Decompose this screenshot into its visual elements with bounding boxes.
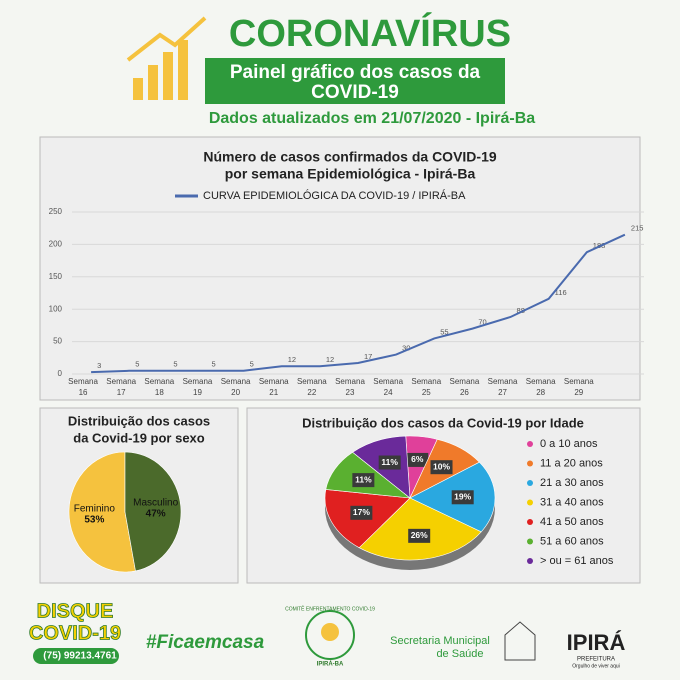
label-box [430, 460, 453, 475]
x-tick-label: Semana 16 [68, 377, 98, 397]
label-box [406, 452, 429, 467]
x-tick-label: Semana 26 [450, 377, 480, 397]
x-tick-label: Semana 25 [411, 377, 441, 397]
x-tick-label: Semana 28 [526, 377, 556, 397]
pie-slice [124, 451, 182, 572]
data-label: 55 [440, 327, 448, 336]
legend-label: 21 a 30 anos [540, 477, 604, 489]
data-label: 5 [135, 360, 139, 369]
legend-swatch [527, 480, 533, 486]
banner-text: COVID-19 [311, 82, 399, 103]
data-label: 12 [326, 355, 334, 364]
slice-label: 26% [411, 530, 428, 540]
x-tick-label: Semana 24 [373, 377, 403, 397]
x-tick-label: Semana 18 [144, 377, 174, 397]
legend-label: CURVA EPIDEMIOLÓGICA DA COVID-19 / IPIRÁ… [203, 189, 466, 202]
data-label: 5 [250, 360, 254, 369]
header-title: CORONAVÍRUS [229, 11, 511, 55]
legend-label: 11 a 20 anos [540, 457, 603, 469]
slice-label: 10% [433, 461, 450, 471]
comite-seal [305, 610, 355, 660]
footer-disque: DISQUE [37, 600, 114, 622]
comite-sun [321, 623, 339, 641]
x-tick-label: Semana 17 [106, 377, 136, 397]
footer-prefeitura: PREFEITURA [577, 657, 615, 663]
legend-swatch [527, 558, 533, 564]
footer-hashtag: #Ficaemcasa [146, 632, 265, 653]
legend-label: 41 a 50 anos [540, 516, 604, 528]
legend-swatch [527, 538, 533, 545]
x-tick-label: Semana 19 [183, 377, 213, 397]
x-tick-label: Semana 22 [297, 377, 327, 397]
data-label: 215 [631, 224, 644, 233]
data-label: 17 [364, 352, 372, 361]
x-tick-label: Semana 27 [488, 377, 518, 397]
data-label: 30 [402, 344, 410, 353]
series-line [91, 233, 626, 374]
header-subtitle: Dados atualizados em 21/07/2020 - Ipirá-… [209, 110, 535, 127]
x-tick-label: Semana 29 [564, 377, 594, 397]
data-label: 12 [288, 355, 296, 364]
header-banner [205, 58, 505, 104]
slice-label: 53% [84, 515, 104, 526]
legend-swatch [527, 460, 533, 467]
slice-label: 19% [454, 492, 471, 502]
slice-label: 17% [353, 507, 370, 517]
label-box [451, 490, 474, 505]
y-tick-label: 0 [58, 369, 63, 378]
data-label: 70 [478, 318, 486, 327]
chart-title: por semana Epidemiológica - Ipirá-Ba [225, 166, 476, 182]
legend-label: 51 a 60 anos [540, 535, 604, 547]
data-label: 5 [173, 360, 177, 369]
label-box [408, 528, 431, 543]
legend-swatch [527, 441, 533, 447]
data-label: 3 [97, 361, 101, 370]
footer-city: IPIRÁ [567, 630, 626, 655]
data-label: 5 [211, 360, 215, 369]
footer-secretaria: de Saúde [436, 648, 483, 660]
pie-slice [68, 451, 136, 573]
y-tick-label: 250 [49, 207, 63, 216]
footer-comite: COMITÊ ENFRENTAMENTO COVID-19 [285, 604, 375, 612]
slice-category: Feminino [74, 504, 116, 515]
footer-secretaria: Secretaria Municipal [390, 635, 490, 647]
chart-title: da Covid-19 por sexo [73, 430, 205, 445]
chart-title: Número de casos confirmados da COVID-19 [203, 149, 497, 165]
x-tick-label: Semana 20 [221, 377, 251, 397]
footer-covid: COVID-19 [29, 622, 121, 644]
slice-label: 6% [411, 454, 424, 464]
footer-phone: (75) 99213.4761 [43, 651, 117, 662]
legend-swatch [527, 519, 533, 525]
label-box [352, 473, 375, 488]
legend-label: 0 a 10 anos [540, 438, 598, 450]
banner-text: Painel gráfico dos casos da [230, 62, 481, 83]
legend-swatch [527, 499, 533, 506]
line-panel [39, 136, 641, 401]
legend-label: 31 a 40 anos [540, 496, 604, 508]
data-label: 88 [517, 306, 525, 315]
y-tick-label: 200 [49, 240, 63, 249]
data-label: 116 [555, 288, 567, 297]
slice-label: 11% [381, 457, 398, 467]
chart-title: Distribuição dos casos da Covid-19 por I… [302, 415, 584, 430]
footer-comite-city: IPIRÁ-BA [317, 661, 344, 668]
legend-label: > ou = 61 anos [540, 555, 614, 567]
slice-category: Masculino [133, 498, 178, 509]
footer-slogan: Orgulho de viver aqui [572, 663, 620, 669]
y-tick-label: 150 [49, 272, 63, 281]
y-tick-label: 50 [53, 337, 62, 346]
x-tick-label: Semana 21 [259, 377, 289, 397]
header-icon [126, 16, 207, 100]
phone-pill [33, 648, 119, 664]
y-tick-label: 100 [49, 304, 63, 313]
label-box [378, 455, 401, 470]
chart-title: Distribuição dos casos [68, 413, 210, 428]
slice-label: 11% [355, 474, 372, 484]
footer-building [504, 621, 536, 661]
slice-label: 47% [146, 509, 166, 520]
label-box [350, 505, 373, 520]
x-tick-label: Semana 23 [335, 377, 365, 397]
